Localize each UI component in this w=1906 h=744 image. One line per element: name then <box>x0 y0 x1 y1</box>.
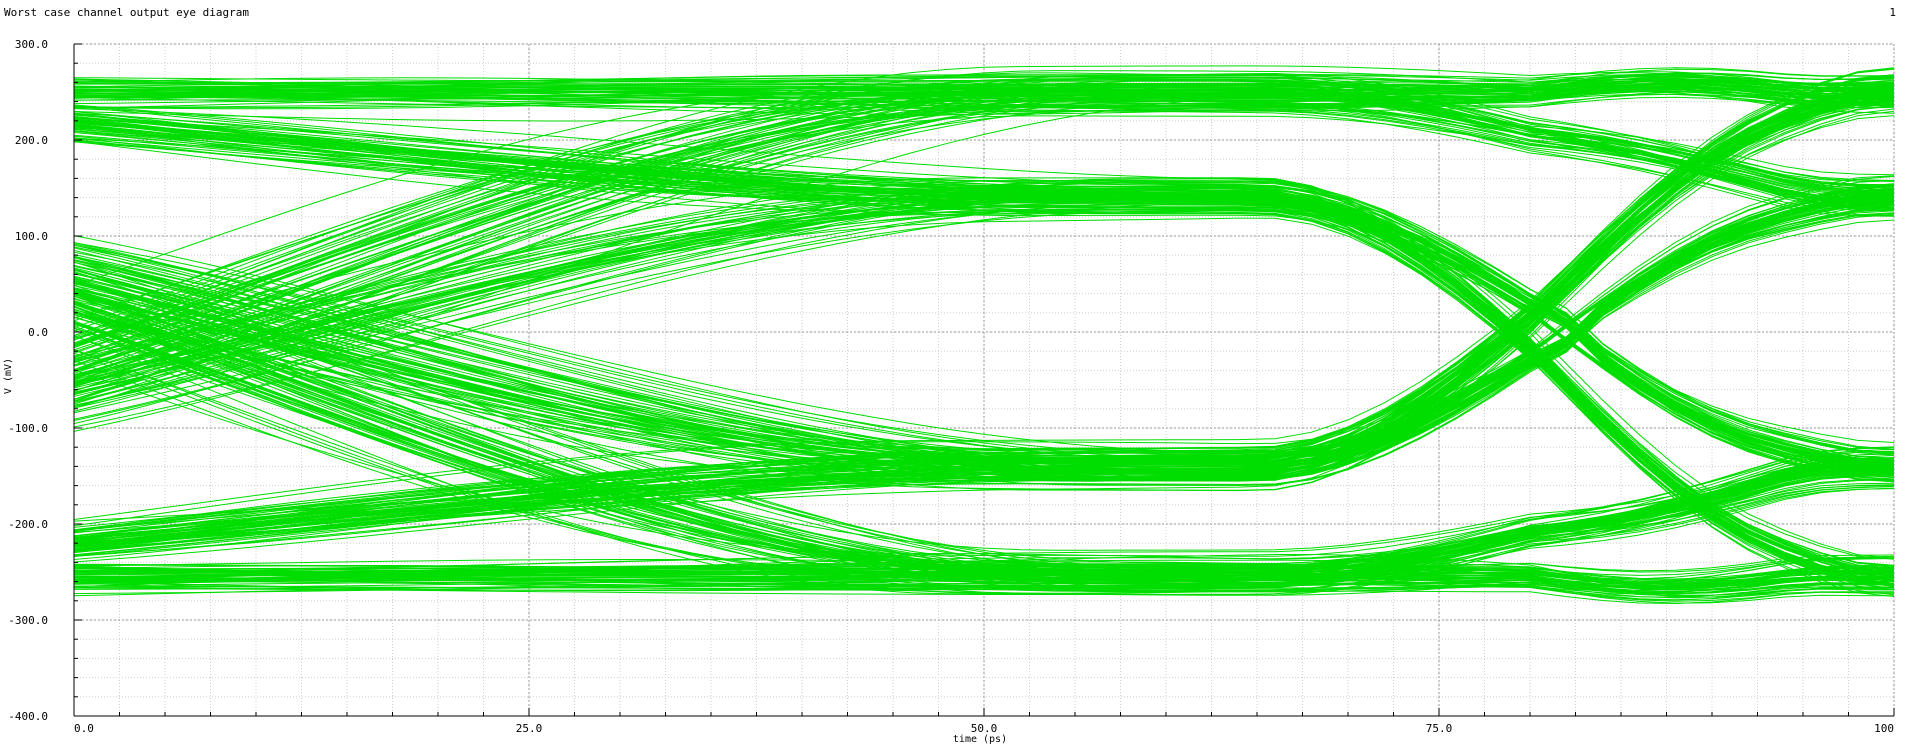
chart-title: Worst case channel output eye diagram <box>4 6 250 19</box>
signal-trace <box>73 212 1895 465</box>
signal-trace <box>73 105 1895 553</box>
x-tick-label: 25.0 <box>516 722 543 735</box>
signal-trace <box>73 306 1895 589</box>
signal-trace <box>73 91 1895 556</box>
signal-trace <box>73 104 1895 351</box>
signal-trace <box>73 65 1895 337</box>
signal-trace <box>73 305 1895 594</box>
signal-trace <box>73 72 1895 341</box>
signal-trace <box>73 97 1895 492</box>
signal-trace <box>73 268 1895 593</box>
y-tick-label: -400.0 <box>8 710 48 723</box>
signal-trace <box>73 85 1895 193</box>
signal-trace <box>73 194 1895 560</box>
signal-trace <box>73 120 1895 454</box>
signal-trace <box>73 278 1895 585</box>
y-tick-label: 100.0 <box>15 230 48 243</box>
page-number: 1 <box>1889 6 1896 19</box>
x-axis-title: time (ps) <box>953 734 1007 744</box>
signal-trace <box>73 485 1895 583</box>
signal-trace <box>73 74 1895 464</box>
signal-trace <box>73 95 1895 329</box>
signal-trace <box>73 78 1895 345</box>
y-tick-label: 300.0 <box>15 38 48 51</box>
signal-trace <box>73 81 1895 354</box>
signal-trace <box>73 335 1895 595</box>
signal-trace <box>73 196 1895 454</box>
signal-trace <box>73 563 1895 588</box>
signal-trace <box>73 277 1895 591</box>
signal-trace <box>73 92 1895 202</box>
signal-trace <box>73 295 1895 595</box>
x-tick-label: 75.0 <box>1426 722 1453 735</box>
signal-traces <box>73 65 1895 605</box>
signal-trace <box>73 95 1895 554</box>
y-tick-label: 0.0 <box>28 326 48 339</box>
signal-trace <box>73 70 1895 359</box>
signal-trace <box>73 465 1895 571</box>
signal-trace <box>73 118 1895 472</box>
signal-trace <box>73 76 1895 105</box>
signal-trace <box>73 91 1895 336</box>
signal-trace <box>73 93 1895 396</box>
signal-trace <box>73 183 1895 556</box>
signal-trace <box>73 468 1895 582</box>
signal-trace <box>73 197 1895 581</box>
signal-trace <box>73 68 1895 99</box>
signal-trace <box>73 108 1895 544</box>
y-axis-title: V (mV) <box>3 358 14 394</box>
signal-trace <box>73 130 1895 596</box>
signal-trace <box>73 71 1895 92</box>
y-tick-label: -300.0 <box>8 614 48 627</box>
signal-trace <box>73 109 1895 381</box>
signal-trace <box>73 460 1895 575</box>
signal-trace <box>73 138 1895 471</box>
signal-trace <box>73 297 1895 551</box>
signal-trace <box>73 75 1895 341</box>
signal-trace <box>73 92 1895 181</box>
y-tick-label: -200.0 <box>8 518 48 531</box>
signal-trace <box>73 78 1895 392</box>
signal-trace <box>73 187 1895 472</box>
signal-trace <box>73 120 1895 574</box>
signal-trace <box>73 559 1895 586</box>
signal-trace <box>73 78 1895 380</box>
signal-trace <box>73 78 1895 346</box>
x-tick-label: 50.0 <box>971 722 998 735</box>
signal-trace <box>73 207 1895 584</box>
signal-trace <box>73 118 1895 569</box>
signal-trace <box>73 84 1895 463</box>
y-tick-label: 200.0 <box>15 134 48 147</box>
signal-trace <box>73 197 1895 455</box>
y-tick-label: -100.0 <box>8 422 48 435</box>
signal-trace <box>73 85 1895 544</box>
signal-trace <box>73 321 1895 592</box>
signal-trace <box>73 130 1895 462</box>
signal-trace <box>73 99 1895 545</box>
axes: 0.0 25.0 50.0 75.0 100 300.0 200.0 100.0 0.0 -100… <box>8 38 1895 735</box>
x-tick-label: 0.0 <box>74 722 94 735</box>
signal-trace <box>73 214 1895 465</box>
signal-trace <box>73 84 1894 400</box>
signal-trace <box>73 468 1895 583</box>
x-tick-label: 100 <box>1874 722 1894 735</box>
signal-trace <box>73 470 1895 588</box>
signal-trace <box>74 73 1895 97</box>
signal-trace <box>73 179 1895 480</box>
